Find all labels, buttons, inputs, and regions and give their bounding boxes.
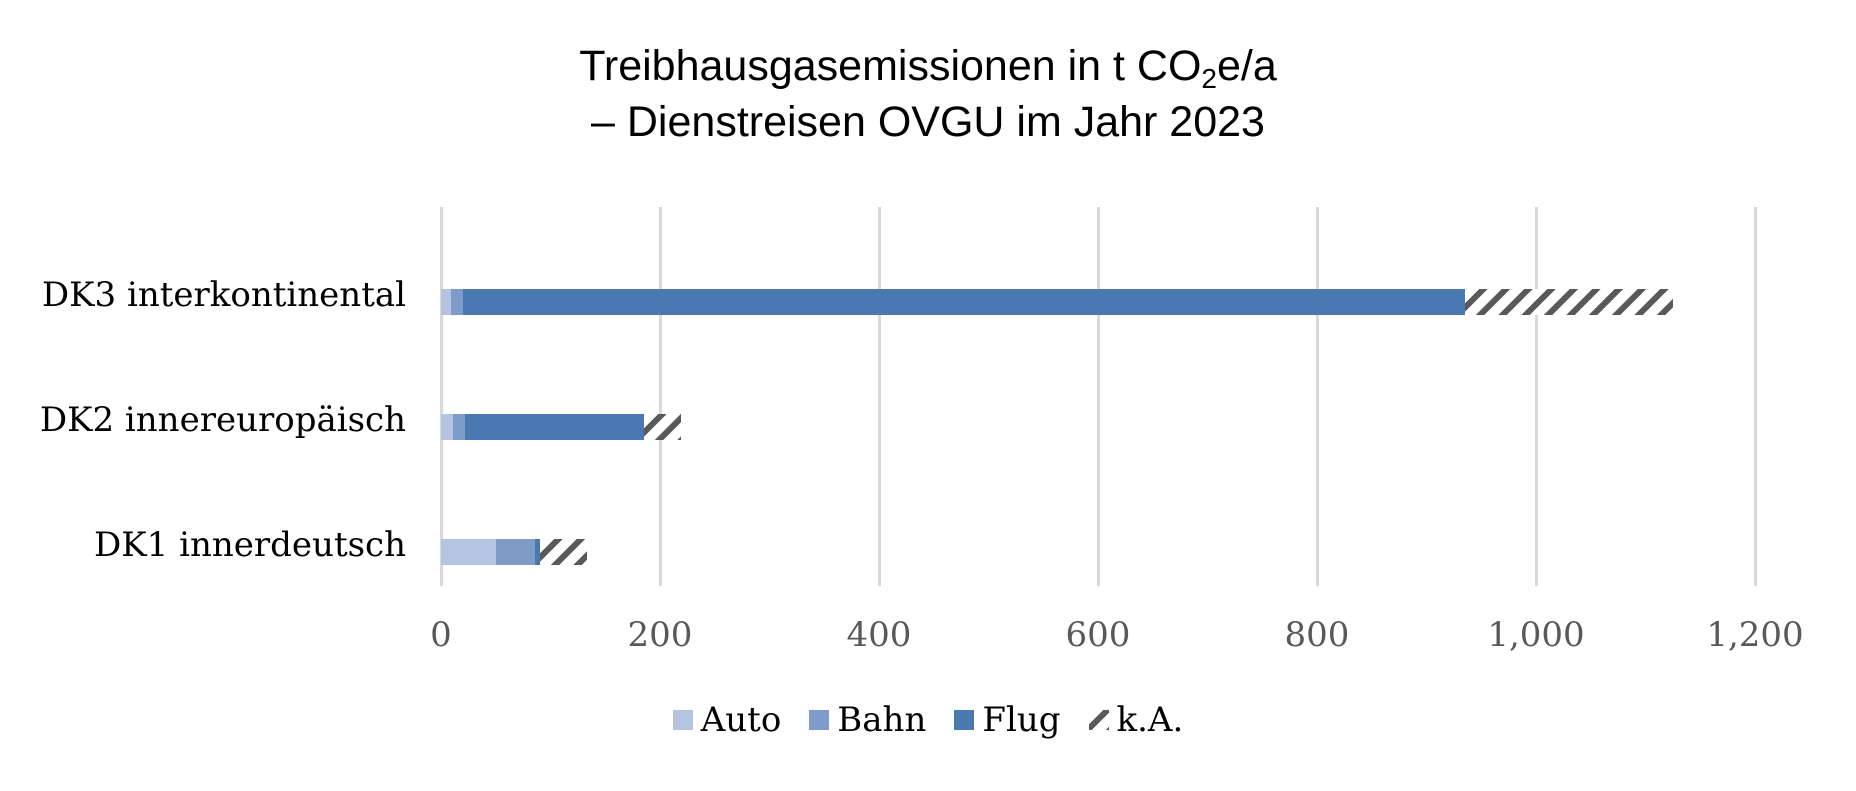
x-tick-label: 0 bbox=[430, 615, 452, 655]
x-tick-label: 1,200 bbox=[1706, 615, 1804, 655]
legend-swatch-icon bbox=[1088, 710, 1109, 730]
bar-segment-flug bbox=[535, 539, 540, 565]
legend-label: k.A. bbox=[1116, 700, 1184, 740]
bar-segment-auto bbox=[441, 289, 451, 315]
legend-item: Bahn bbox=[809, 700, 926, 740]
legend-swatch-icon bbox=[672, 710, 693, 730]
bar-segment-auto bbox=[441, 539, 496, 565]
bar-segment-auto bbox=[441, 414, 454, 440]
x-tick-label: 800 bbox=[1284, 615, 1350, 655]
gridline bbox=[440, 207, 443, 586]
bar-segment-ka bbox=[1464, 289, 1673, 315]
bar-segment-flug bbox=[465, 414, 644, 440]
x-tick-label: 200 bbox=[627, 615, 693, 655]
legend-label: Flug bbox=[982, 700, 1061, 740]
category-label: DK2 innereuropäisch bbox=[39, 400, 406, 440]
legend: Auto Bahn Flug k.A. bbox=[0, 700, 1856, 740]
chart-title: Treibhausgasemissionen in t CO2e/a – Die… bbox=[0, 38, 1856, 150]
legend-swatch-icon bbox=[809, 710, 830, 730]
bar-segment-bahn bbox=[453, 414, 466, 440]
gridline bbox=[659, 207, 662, 586]
bar-segment-ka bbox=[539, 539, 587, 565]
x-tick-label: 1,000 bbox=[1487, 615, 1585, 655]
bar-segment-bahn bbox=[495, 539, 536, 565]
x-tick-label: 400 bbox=[846, 615, 912, 655]
legend-item: Flug bbox=[954, 700, 1061, 740]
legend-label: Bahn bbox=[837, 700, 927, 740]
legend-swatch-icon bbox=[954, 710, 975, 730]
category-label: DK1 innerdeutsch bbox=[94, 525, 406, 565]
gridline bbox=[1097, 207, 1100, 586]
gridline bbox=[878, 207, 881, 586]
bar-segment-ka bbox=[643, 414, 681, 440]
chart-title-line-1: Treibhausgasemissionen in t CO2e/a bbox=[579, 42, 1277, 94]
category-label: DK3 interkontinental bbox=[41, 275, 406, 315]
legend-item: Auto bbox=[672, 700, 782, 740]
gridline bbox=[1316, 207, 1319, 586]
bar-segment-bahn bbox=[450, 289, 463, 315]
x-tick-label: 600 bbox=[1065, 615, 1131, 655]
gridline bbox=[1535, 207, 1538, 586]
chart-title-line-2: – Dienstreisen OVGU im Jahr 2023 bbox=[591, 98, 1265, 146]
legend-item: k.A. bbox=[1088, 700, 1184, 740]
legend-label: Auto bbox=[700, 700, 782, 740]
gridline bbox=[1754, 207, 1757, 586]
bar-segment-flug bbox=[462, 289, 1465, 315]
